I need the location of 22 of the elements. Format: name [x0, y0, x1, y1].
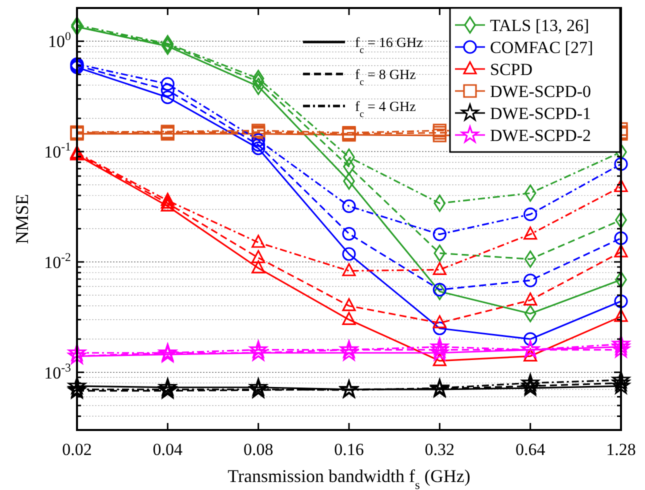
- x-tick-label: 0.32: [424, 440, 455, 459]
- x-tick-label: 0.16: [334, 440, 364, 459]
- y-axis-title: NMSE: [12, 194, 32, 244]
- annotation: f$_{c}$ = 8 GHz: [355, 68, 416, 88]
- y-tick-label: 10$^{0}$: [48, 29, 72, 52]
- annotation: f$_{c}$ = 4 GHz: [355, 100, 416, 120]
- x-tick-label: 0.64: [515, 440, 546, 459]
- legend-label: DWE-SCPD-2: [490, 126, 592, 145]
- legend-label: DWE-SCPD-1: [490, 104, 592, 123]
- x-axis-title: Transmission bandwidth f$_{s}$ (GHz): [228, 466, 470, 490]
- annotation: f$_{c}$ = 16 GHz: [355, 36, 423, 56]
- y-tick-label: 10$^{-3}$: [44, 360, 72, 382]
- y-tick-label: 10$^{-2}$: [44, 250, 72, 272]
- legend-label: COMFAC [27]: [490, 38, 594, 57]
- x-tick-label: 0.04: [152, 440, 184, 459]
- x-tick-label: 0.08: [243, 440, 274, 459]
- x-tick-label: 1.28: [606, 440, 636, 459]
- legend-label: TALS [13, 26]: [490, 16, 590, 35]
- legend-label: DWE-SCPD-0: [490, 82, 592, 101]
- y-tick-label: 10$^{-1}$: [44, 140, 72, 162]
- x-tick-label: 0.02: [62, 440, 92, 459]
- legend-label: SCPD: [490, 60, 533, 79]
